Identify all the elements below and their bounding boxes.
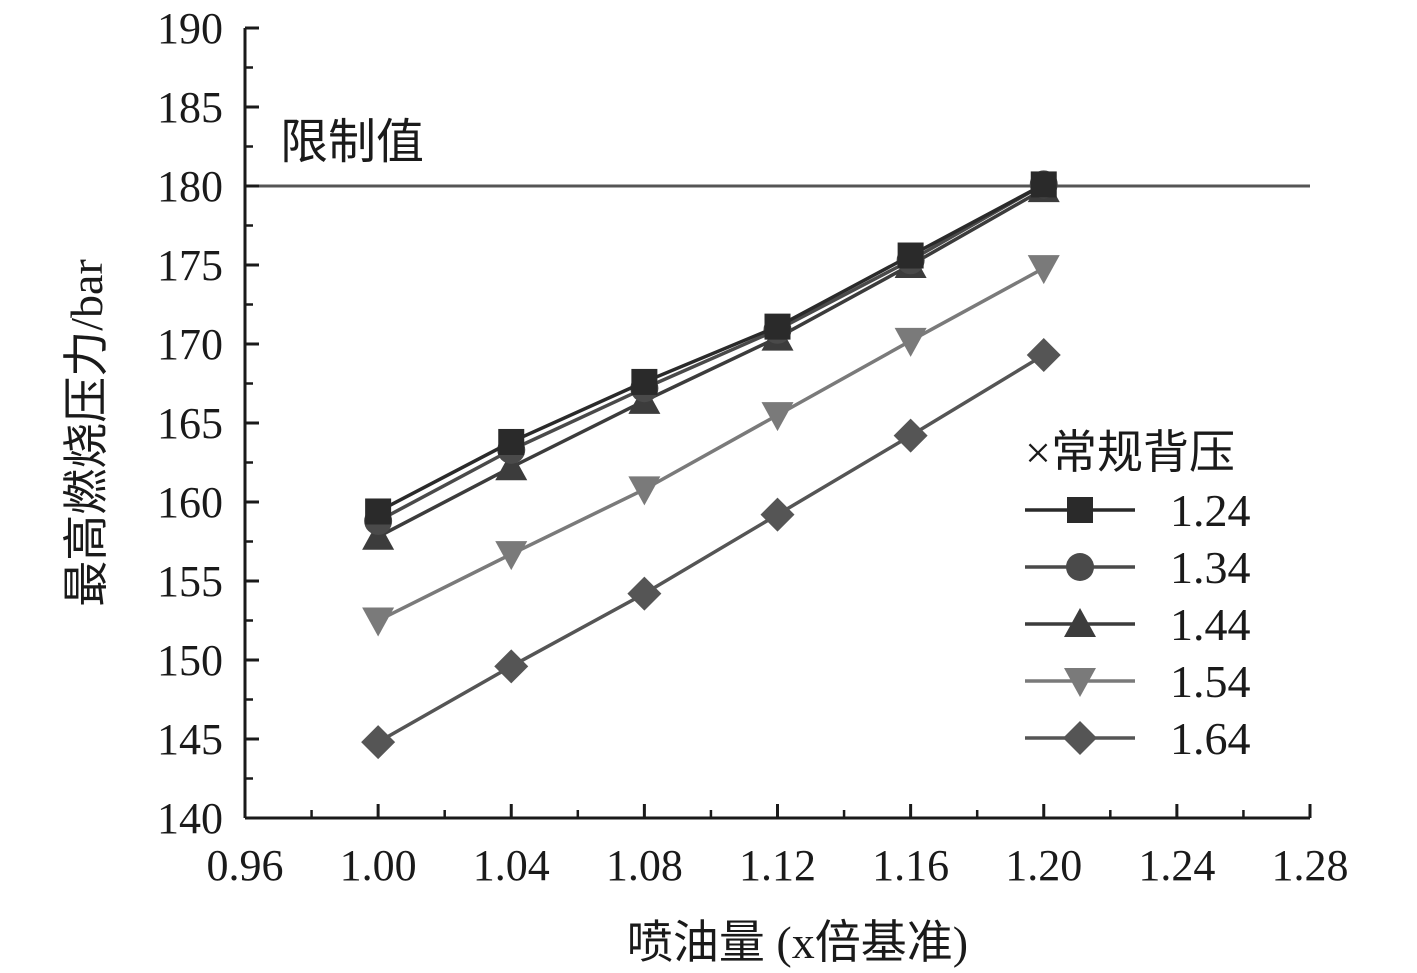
data-point: [894, 327, 927, 357]
x-tick-label: 1.04: [473, 841, 550, 890]
legend-label: 1.24: [1170, 485, 1251, 536]
legend-item: 1.44: [1025, 599, 1251, 650]
legend-item: 1.64: [1025, 713, 1251, 764]
legend-label: 1.54: [1170, 656, 1251, 707]
legend-title: ×常规背压: [1025, 427, 1235, 478]
data-point: [760, 497, 795, 532]
data-point: [495, 541, 528, 571]
x-tick-label: 1.12: [739, 841, 816, 890]
legend-marker: [1067, 497, 1093, 523]
data-point: [1030, 171, 1057, 198]
x-axis-title: 喷油量 (x倍基准): [627, 917, 968, 968]
legend-marker: [1064, 608, 1096, 637]
axes-group: 140 145 150 155 160 165 170 175 180 185 190 0.96 1.0…: [157, 4, 1349, 890]
series-1.54: [362, 255, 1060, 637]
data-point: [365, 498, 392, 525]
series-line: [377, 182, 1045, 514]
legend-marker: [1064, 668, 1096, 697]
x-tick-label: 1.24: [1138, 841, 1215, 890]
data-point: [361, 725, 396, 760]
legend-marker: [1063, 721, 1097, 755]
x-tick-label: 1.00: [340, 841, 417, 890]
data-point: [495, 451, 528, 481]
legend: 1.24 1.34 1.44 1.54 1.64: [1025, 485, 1251, 764]
reference-line-label: 限制值: [280, 116, 424, 169]
data-point: [764, 313, 791, 340]
y-axis-title: 最高燃烧压力/bar: [61, 259, 112, 607]
series-1.24: [365, 171, 1057, 525]
data-point: [1027, 255, 1060, 285]
data-point: [631, 368, 658, 395]
x-tick-label: 1.28: [1272, 841, 1349, 890]
series-line: [377, 353, 1045, 744]
y-tick-label: 180: [157, 162, 223, 211]
data-point: [494, 649, 529, 684]
data-point: [628, 476, 661, 506]
y-tick-label: 160: [157, 478, 223, 527]
series-line: [377, 182, 1045, 523]
y-tick-label: 150: [157, 636, 223, 685]
data-point: [498, 428, 525, 455]
legend-item: 1.54: [1025, 656, 1251, 707]
y-tick-label: 175: [157, 241, 223, 290]
series-line: [377, 266, 1045, 623]
x-tick-label: 1.16: [872, 841, 949, 890]
data-point: [362, 607, 395, 637]
series-line: [377, 187, 1045, 539]
legend-item: 1.34: [1025, 542, 1251, 593]
legend-label: 1.64: [1170, 713, 1251, 764]
x-tick-label: 1.20: [1005, 841, 1082, 890]
series-1.44: [362, 173, 1060, 550]
data-point: [627, 576, 662, 611]
y-tick-label: 190: [157, 4, 223, 53]
x-tick-label: 0.96: [207, 841, 284, 890]
y-tick-label: 185: [157, 83, 223, 132]
y-tick-label: 170: [157, 320, 223, 369]
series-1.64: [361, 338, 1061, 760]
y-tick-label: 145: [157, 715, 223, 764]
legend-marker: [1066, 553, 1094, 581]
data-point: [761, 402, 794, 432]
y-tick-label: 155: [157, 557, 223, 606]
legend-item: 1.24: [1025, 485, 1251, 536]
x-tick-label: 1.08: [606, 841, 683, 890]
data-point: [362, 520, 395, 550]
series-group: [361, 170, 1061, 760]
data-point: [893, 418, 928, 453]
legend-label: 1.34: [1170, 542, 1251, 593]
legend-label: 1.44: [1170, 599, 1251, 650]
data-point: [1026, 338, 1061, 373]
data-point: [897, 242, 924, 269]
y-tick-label: 165: [157, 399, 223, 448]
y-tick-label: 140: [157, 794, 223, 843]
